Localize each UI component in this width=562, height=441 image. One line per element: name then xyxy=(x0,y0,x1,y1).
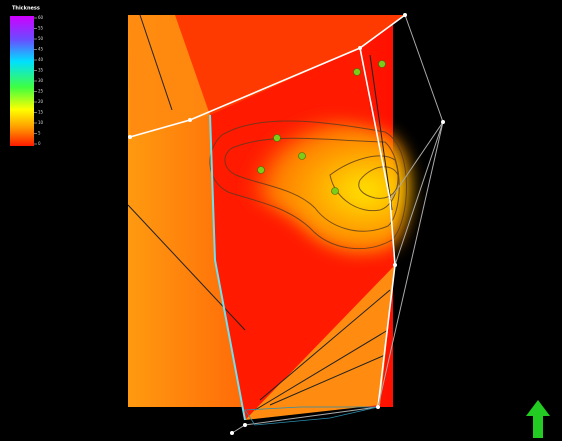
boundaries xyxy=(129,14,406,408)
legend-tick-label: 40 xyxy=(38,57,44,62)
legend-tick-label: 60 xyxy=(38,15,44,20)
legend-tick-label: 55 xyxy=(38,26,44,31)
contours xyxy=(209,120,407,250)
legend-tick-label: 5 xyxy=(38,131,41,136)
legend-tick-label: 30 xyxy=(38,78,44,83)
legend-tick-label: 20 xyxy=(38,99,44,104)
legend-tick-label: 50 xyxy=(38,36,44,41)
legend-tick-label: 0 xyxy=(38,141,41,146)
legend-tick-label: 35 xyxy=(38,68,44,73)
north-arrow[interactable] xyxy=(526,400,550,438)
boundary xyxy=(209,114,246,421)
legend-tick-label: 15 xyxy=(38,110,44,115)
legend-title: Thickness xyxy=(12,6,40,12)
legend-tick-label: 10 xyxy=(38,120,44,125)
mesh xyxy=(244,406,379,426)
fault-block xyxy=(175,15,405,115)
nodes xyxy=(128,13,445,435)
legend-tick-label: 45 xyxy=(38,47,44,52)
thickness-high xyxy=(204,114,411,254)
fault-block xyxy=(128,15,210,137)
colorbar xyxy=(10,16,34,146)
thickness-map xyxy=(127,13,445,435)
wells xyxy=(257,60,386,195)
faults xyxy=(127,14,393,411)
legend-tick-label: 25 xyxy=(38,89,44,94)
